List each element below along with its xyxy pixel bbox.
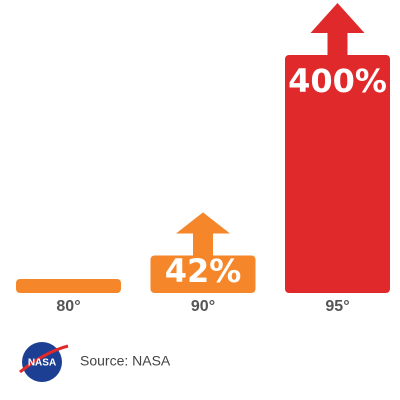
bar: [16, 279, 121, 293]
x-tick-label: 90°: [191, 298, 215, 315]
value-label: 42%: [165, 252, 242, 290]
source: Source: NASA: [80, 353, 171, 369]
arrow: [310, 3, 365, 55]
logo-text: NASA: [28, 358, 56, 369]
logo-swoosh: [19, 344, 69, 374]
arrow: [176, 212, 230, 256]
bar: [285, 55, 390, 293]
x-tick-label: 80°: [56, 298, 80, 315]
value-label: 400%: [288, 62, 387, 100]
x-tick-label: 95°: [325, 298, 349, 315]
bar: [150, 255, 256, 293]
